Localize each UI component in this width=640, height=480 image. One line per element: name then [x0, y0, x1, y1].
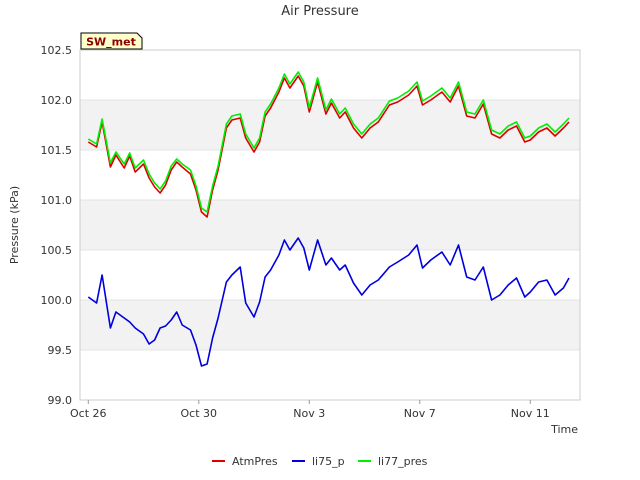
y-tick-label: 102.0 — [41, 94, 73, 107]
legend: AtmPres li75_p li77_pres — [212, 455, 428, 468]
x-axis-label: Time — [550, 423, 578, 436]
y-tick-label: 101.5 — [41, 144, 73, 157]
y-tick-label: 100.5 — [41, 244, 73, 257]
y-tick-label: 100.0 — [41, 294, 73, 307]
legend-item: li77_pres — [358, 455, 428, 468]
legend-label: li77_pres — [378, 455, 428, 468]
x-tick-label: Oct 30 — [181, 407, 218, 420]
x-axis-ticks: Oct 26 Oct 30 Nov 3 Nov 7 Nov 11 — [70, 400, 550, 420]
chart-title: Air Pressure — [281, 4, 359, 19]
plot-frame — [79, 49, 581, 401]
y-axis-label: Pressure (kPa) — [8, 186, 21, 264]
y-axis-ticks: 99.0 99.5 100.0 100.5 101.0 101.5 102.0 102.5 — [41, 44, 73, 407]
y-tick-label: 99.0 — [48, 394, 73, 407]
series-line-li77-pres — [87, 71, 570, 213]
legend-label: AtmPres — [232, 455, 278, 468]
plot-band — [80, 300, 580, 350]
y-tick-label: 101.0 — [41, 194, 73, 207]
plot-band — [80, 100, 580, 150]
x-tick-label: Nov 3 — [293, 407, 325, 420]
plot-bands — [80, 100, 580, 350]
legend-label: li75_p — [312, 455, 345, 468]
y-tick-label: 102.5 — [41, 44, 73, 57]
series-line-atmpres — [87, 75, 570, 218]
x-tick-label: Oct 26 — [70, 407, 107, 420]
x-tick-label: Nov 7 — [404, 407, 436, 420]
legend-item: AtmPres — [212, 455, 278, 468]
site-badge-box — [80, 32, 143, 50]
legend-item: li75_p — [292, 455, 345, 468]
x-tick-label: Nov 11 — [511, 407, 550, 420]
plot-band — [80, 200, 580, 250]
series-lines — [87, 71, 570, 367]
site-badge: SW_met — [80, 32, 143, 50]
y-tick-label: 99.5 — [48, 344, 73, 357]
series-line-li75-p — [87, 237, 570, 367]
site-badge-label: SW_met — [86, 36, 136, 49]
